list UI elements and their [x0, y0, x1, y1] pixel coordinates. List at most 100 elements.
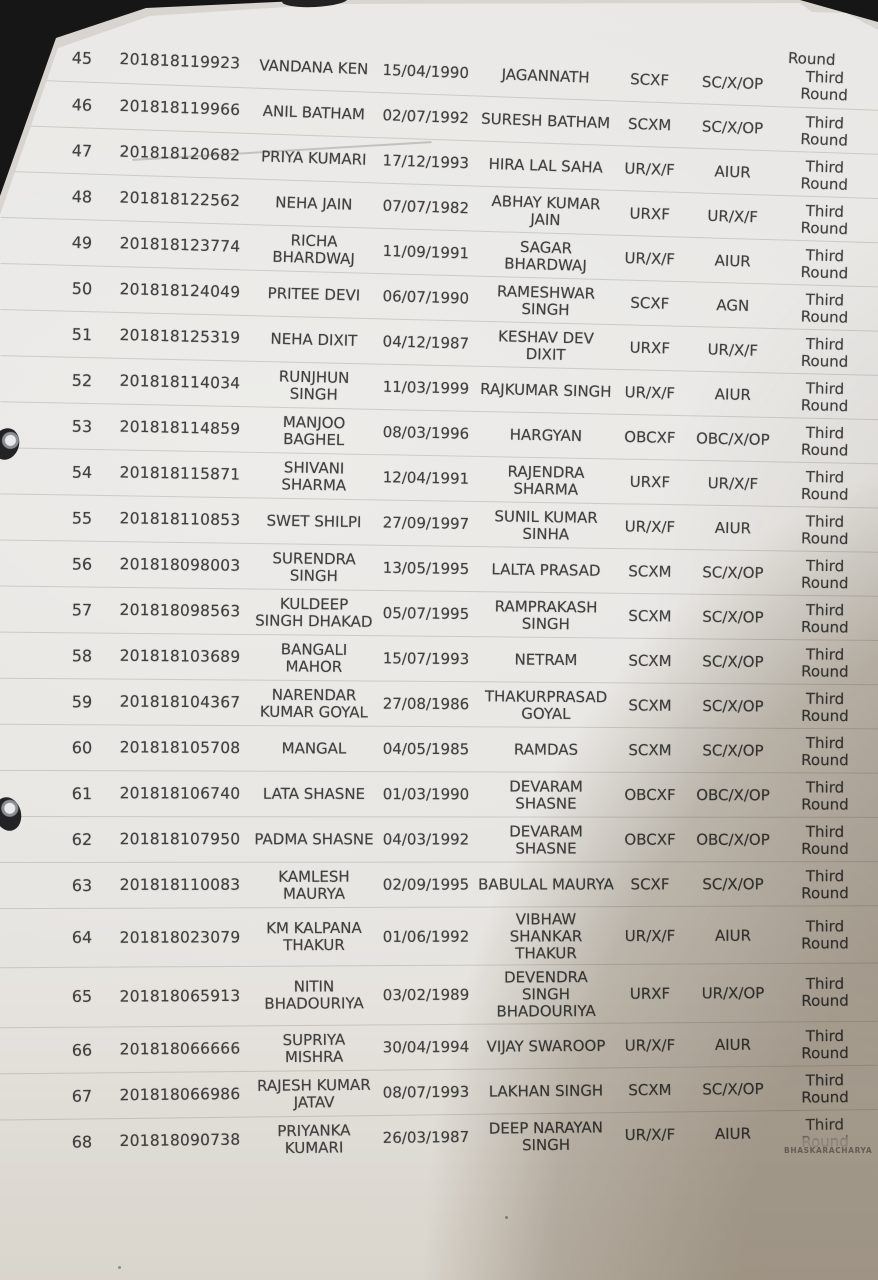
cell-category-code: SCXM — [628, 606, 672, 626]
cell-round: Third Round — [800, 67, 849, 105]
cell-father-name: VIBHAW SHANKAR THAKUR — [509, 910, 583, 963]
cell-round: Third Round — [800, 423, 849, 460]
cell-round: Third Round — [801, 733, 849, 769]
cell-category-code: UR/X/F — [624, 1125, 676, 1144]
cell-round: Third Round — [801, 1070, 849, 1106]
cell-candidate-name: PRIYA KUMARI — [260, 147, 367, 169]
cell-category-code: SCXM — [627, 114, 672, 135]
cell-round: Third Round — [800, 378, 849, 415]
cell-application-number: 201818125319 — [119, 325, 241, 347]
cell-serial-number: 47 — [71, 140, 93, 161]
cell-allotted-category: UR/X/F — [707, 474, 759, 494]
cell-candidate-name: KAMLESH MAURYA — [278, 867, 350, 903]
cell-serial-number: 60 — [71, 737, 93, 757]
cell-allotted-category: UR/X/F — [707, 340, 759, 360]
cell-candidate-name: PRITEE DEVI — [267, 284, 361, 305]
cell-allotted-category: AGN — [716, 296, 750, 316]
cell-father-name: RAMPRAKASH SINGH — [494, 597, 598, 633]
table-row: 62 201818107950 PADMA SHASNE 04/03/1992 … — [0, 815, 878, 863]
cell-serial-number: 56 — [71, 553, 93, 574]
cell-application-number: 201818122562 — [119, 188, 241, 211]
cell-father-name: LAKHAN SINGH — [488, 1081, 604, 1101]
cell-candidate-name: MANJOO BAGHEL — [282, 412, 346, 449]
table-row: 61 201818106740 LATA SHASNE 01/03/1990 D… — [0, 769, 878, 819]
cell-father-name: RAMDAS — [513, 740, 579, 759]
cell-date-of-birth: 06/07/1990 — [382, 287, 470, 308]
cell-father-name: THAKURPRASAD GOYAL — [484, 687, 608, 723]
cell-date-of-birth: 04/12/1987 — [382, 332, 470, 353]
cell-father-name: RAJKUMAR SINGH — [479, 380, 612, 401]
cell-serial-number: 46 — [71, 94, 93, 115]
cell-application-number: 201818090738 — [119, 1130, 241, 1150]
cell-candidate-name: KM KALPANA THAKUR — [266, 919, 362, 955]
cell-category-code: URXF — [629, 984, 671, 1003]
cell-allotted-category: AIUR — [714, 1124, 752, 1143]
cell-candidate-name: MANGAL — [281, 739, 347, 758]
cell-category-code: SCXM — [628, 1080, 672, 1100]
cell-date-of-birth: 11/03/1999 — [382, 377, 470, 398]
cell-allotted-category: AIUR — [714, 926, 752, 945]
cell-date-of-birth: 08/03/1996 — [382, 423, 470, 443]
cell-application-number: 201818120682 — [119, 142, 241, 165]
cell-allotted-category: AIUR — [714, 385, 752, 405]
cell-allotted-category: AIUR — [714, 518, 752, 538]
cell-serial-number: 52 — [71, 370, 93, 390]
cell-father-name: HARGYAN — [509, 425, 583, 446]
cell-father-name: KESHAV DEV DIXIT — [497, 326, 595, 364]
cell-father-name: LALTA PRASAD — [491, 560, 601, 580]
allotment-table: 45 201818119923 VANDANA KEN 15/04/1990 J… — [0, 34, 878, 1166]
cell-category-code: URXF — [629, 204, 671, 224]
cell-application-number: 201818119966 — [119, 96, 241, 119]
cell-father-name: HIRA LAL SAHA — [488, 154, 604, 177]
cell-round: Third Round — [801, 645, 849, 681]
cell-date-of-birth: 01/03/1990 — [382, 785, 470, 804]
cell-category-code: SCXF — [629, 69, 670, 90]
cell-father-name: ABHAY KUMAR JAIN — [491, 191, 601, 229]
cell-allotted-category: SC/X/OP — [702, 741, 764, 760]
cell-allotted-category: SC/X/OP — [702, 607, 764, 627]
paper-speck — [118, 1266, 121, 1269]
cell-candidate-name: LATA SHASNE — [262, 784, 366, 804]
cell-date-of-birth: 07/07/1982 — [382, 196, 470, 218]
cell-candidate-name: NEHA JAIN — [275, 193, 353, 214]
cell-father-name: VIJAY SWAROOP — [486, 1036, 606, 1056]
cell-allotted-category: UR/X/OP — [701, 984, 765, 1003]
cell-category-code: SCXF — [630, 875, 670, 894]
cell-serial-number: 61 — [71, 783, 93, 803]
cell-father-name: BABULAL MAURYA — [478, 875, 614, 894]
cell-candidate-name: NEHA DIXIT — [270, 329, 358, 350]
cell-category-code: UR/X/F — [624, 517, 676, 537]
cell-date-of-birth: 27/08/1986 — [382, 694, 470, 714]
cell-round: Third Round — [801, 866, 849, 902]
cell-category-code: UR/X/F — [624, 249, 676, 269]
table-row: 64 201818023079 KM KALPANA THAKUR 01/06/… — [0, 905, 878, 968]
cell-round: Third Round — [800, 334, 849, 371]
watermark-text: BHASKARACHARYA — [784, 1146, 873, 1155]
cell-father-name: DEVENDRA SINGH BHADOURIYA — [496, 968, 596, 1021]
cell-allotted-category: SC/X/OP — [701, 117, 764, 138]
cell-serial-number: 50 — [71, 278, 93, 298]
cell-serial-number: 49 — [71, 232, 93, 253]
cell-category-code: OBCXF — [624, 785, 676, 805]
cell-application-number: 201818106740 — [119, 784, 241, 803]
cell-application-number: 201818119923 — [119, 50, 241, 73]
paper-speck — [505, 1216, 508, 1219]
table-row: 59 201818104367 NARENDAR KUMAR GOYAL 27/… — [0, 677, 878, 731]
cell-round: Third Round — [801, 822, 849, 858]
cell-father-name: SUNIL KUMAR SINHA — [494, 507, 598, 543]
cell-serial-number: 66 — [71, 1039, 93, 1060]
cell-father-name: NETRAM — [514, 650, 578, 670]
cell-date-of-birth: 15/07/1993 — [382, 649, 470, 669]
cell-date-of-birth: 01/06/1992 — [382, 927, 470, 946]
cell-allotted-category: OBC/X/OP — [695, 429, 770, 449]
cell-candidate-name: NITIN BHADOURIYA — [264, 978, 364, 1014]
cell-allotted-category: SC/X/OP — [702, 1079, 764, 1099]
cell-application-number: 201818098003 — [119, 554, 241, 575]
cell-round: Third Round — [800, 157, 849, 194]
cell-date-of-birth: 02/09/1995 — [382, 875, 470, 894]
cell-round: Third Round — [801, 917, 849, 953]
cell-candidate-name: KULDEEP SINGH DHAKAD — [255, 594, 373, 631]
cell-father-name: DEVARAM SHASNE — [509, 822, 583, 858]
cell-serial-number: 68 — [71, 1131, 93, 1151]
